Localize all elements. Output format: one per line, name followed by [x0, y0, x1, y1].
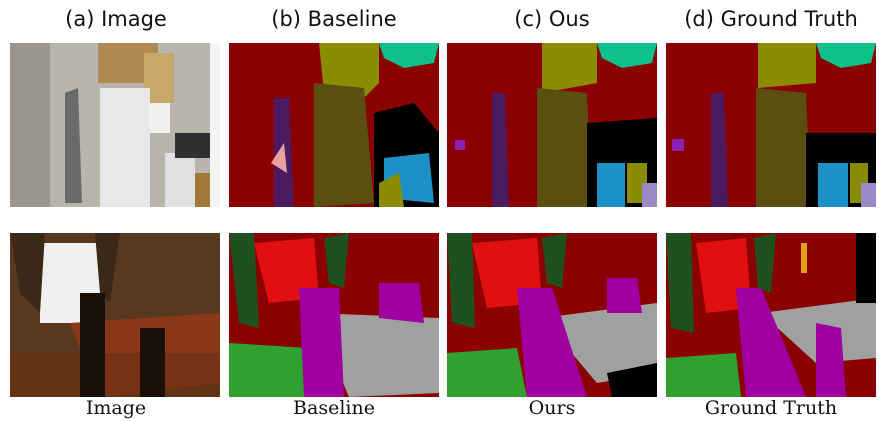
dining-photo: [10, 233, 220, 397]
baseline-seg: [229, 43, 439, 207]
column-header: (c) Ous: [514, 7, 589, 31]
region: [856, 233, 876, 303]
kitchen-photo: [10, 43, 220, 207]
column-header: (a) Image: [65, 7, 167, 31]
region: [801, 243, 807, 273]
region: [379, 283, 424, 323]
ground-truth-seg: [666, 43, 876, 207]
region: [758, 43, 816, 88]
region: [447, 348, 527, 397]
ours-seg: [447, 233, 657, 397]
region: [229, 343, 309, 397]
region: [80, 293, 105, 397]
region: [314, 83, 374, 207]
ours-seg: [447, 43, 657, 207]
column-footer: Image: [86, 397, 146, 419]
column-footer: Ours: [529, 397, 576, 419]
column-footer: Baseline: [293, 397, 375, 419]
region: [175, 133, 215, 158]
ground-truth-seg: [666, 233, 876, 397]
region: [210, 43, 220, 207]
region: [818, 163, 848, 207]
region: [597, 163, 625, 207]
region: [100, 88, 150, 207]
region: [672, 139, 684, 151]
region: [666, 353, 741, 397]
region: [150, 103, 170, 133]
region: [10, 43, 50, 207]
region: [607, 278, 642, 313]
region: [299, 288, 344, 397]
column-header: (d) Ground Truth: [684, 7, 858, 31]
region: [642, 183, 657, 207]
baseline-seg: [229, 233, 439, 397]
region: [165, 153, 195, 207]
column-footer: Ground Truth: [705, 397, 837, 419]
region: [537, 88, 592, 207]
region: [455, 140, 465, 150]
region: [756, 88, 811, 207]
region: [861, 183, 876, 207]
figure: (a) Image (b) Baseline (c) Ous (d) Groun…: [0, 0, 879, 422]
column-header: (b) Baseline: [271, 7, 396, 31]
region: [10, 353, 220, 397]
region: [140, 328, 165, 397]
